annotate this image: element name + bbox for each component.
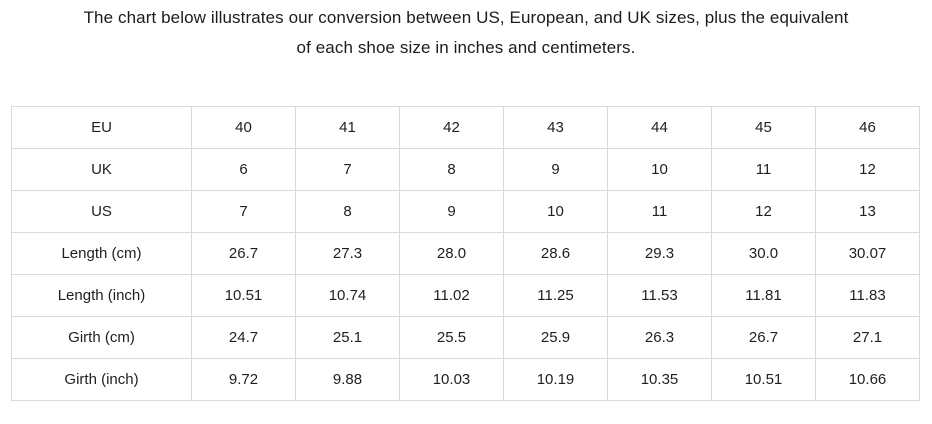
row-header-cell: Girth (inch) — [11, 358, 192, 401]
table-cell: 10.51 — [191, 274, 296, 317]
table-cell: 45 — [711, 106, 816, 149]
table-cell: 10 — [503, 190, 608, 233]
table-cell: 42 — [399, 106, 504, 149]
table-cell: 26.7 — [711, 316, 816, 359]
table-cell: 11.83 — [815, 274, 920, 317]
table-cell: 12 — [711, 190, 816, 233]
table-cell: 9.72 — [191, 358, 296, 401]
table-cell: 29.3 — [607, 232, 712, 275]
table-cell: 27.3 — [295, 232, 400, 275]
table-cell: 30.07 — [815, 232, 920, 275]
table-row-uk: UK 6 7 8 9 10 11 12 — [11, 148, 920, 191]
table-row-length-inch: Length (inch) 10.51 10.74 11.02 11.25 11… — [11, 274, 920, 317]
table-cell: 10.74 — [295, 274, 400, 317]
table-cell: 11.81 — [711, 274, 816, 317]
table-cell: 44 — [607, 106, 712, 149]
intro-text: The chart below illustrates our conversi… — [0, 0, 932, 63]
table-cell: 26.7 — [191, 232, 296, 275]
table-cell: 24.7 — [191, 316, 296, 359]
table-cell: 9 — [503, 148, 608, 191]
table-cell: 11.53 — [607, 274, 712, 317]
table-cell: 46 — [815, 106, 920, 149]
table-cell: 7 — [191, 190, 296, 233]
table-cell: 25.9 — [503, 316, 608, 359]
table-cell: 26.3 — [607, 316, 712, 359]
row-header-cell: Length (cm) — [11, 232, 192, 275]
row-header-cell: Length (inch) — [11, 274, 192, 317]
table-cell: 6 — [191, 148, 296, 191]
table-cell: 27.1 — [815, 316, 920, 359]
row-header-cell: UK — [11, 148, 192, 191]
table-cell: 7 — [295, 148, 400, 191]
table-cell: 11.25 — [503, 274, 608, 317]
table-cell: 40 — [191, 106, 296, 149]
table-row-girth-cm: Girth (cm) 24.7 25.1 25.5 25.9 26.3 26.7… — [11, 316, 920, 359]
table-cell: 28.0 — [399, 232, 504, 275]
table-cell: 30.0 — [711, 232, 816, 275]
intro-line-2: of each shoe size in inches and centimet… — [296, 38, 636, 57]
table-cell: 25.5 — [399, 316, 504, 359]
table-cell: 10.51 — [711, 358, 816, 401]
table-cell: 9 — [399, 190, 504, 233]
table-cell: 8 — [399, 148, 504, 191]
table-cell: 8 — [295, 190, 400, 233]
table-cell: 43 — [503, 106, 608, 149]
table-row-girth-inch: Girth (inch) 9.72 9.88 10.03 10.19 10.35… — [11, 358, 920, 401]
table-cell: 9.88 — [295, 358, 400, 401]
table-row-us: US 7 8 9 10 11 12 13 — [11, 190, 920, 233]
table-row-length-cm: Length (cm) 26.7 27.3 28.0 28.6 29.3 30.… — [11, 232, 920, 275]
table-cell: 10 — [607, 148, 712, 191]
row-header-cell: EU — [11, 106, 192, 149]
table-cell: 10.03 — [399, 358, 504, 401]
table-cell: 25.1 — [295, 316, 400, 359]
row-header-cell: US — [11, 190, 192, 233]
table-cell: 11.02 — [399, 274, 504, 317]
row-header-cell: Girth (cm) — [11, 316, 192, 359]
table-cell: 12 — [815, 148, 920, 191]
table-cell: 41 — [295, 106, 400, 149]
table-cell: 10.19 — [503, 358, 608, 401]
table-cell: 11 — [607, 190, 712, 233]
table-cell: 11 — [711, 148, 816, 191]
table-cell: 13 — [815, 190, 920, 233]
size-conversion-table: EU 40 41 42 43 44 45 46 UK 6 7 8 9 10 11… — [11, 106, 920, 401]
intro-line-1: The chart below illustrates our conversi… — [83, 8, 849, 27]
table-row-eu: EU 40 41 42 43 44 45 46 — [11, 106, 920, 149]
table-cell: 10.35 — [607, 358, 712, 401]
table-cell: 10.66 — [815, 358, 920, 401]
table-cell: 28.6 — [503, 232, 608, 275]
